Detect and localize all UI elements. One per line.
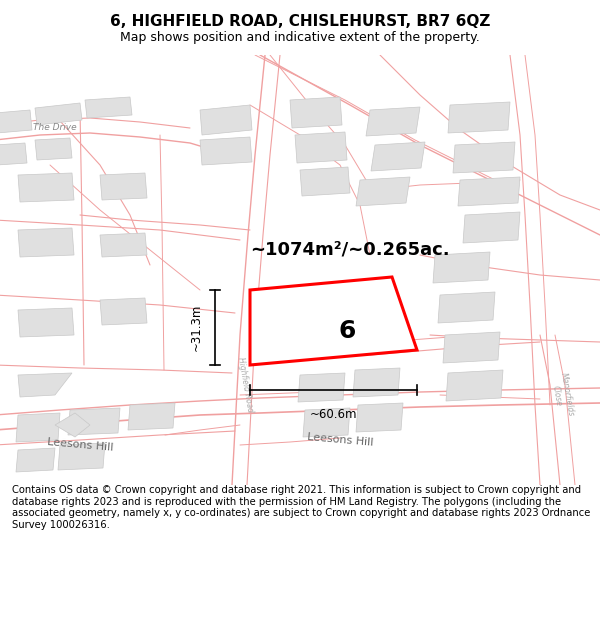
Polygon shape	[100, 233, 147, 257]
Text: Manorfields
Close: Manorfields Close	[548, 371, 575, 419]
Polygon shape	[300, 167, 350, 196]
Polygon shape	[85, 97, 132, 118]
Polygon shape	[366, 107, 420, 136]
Text: 6: 6	[338, 319, 356, 342]
Polygon shape	[448, 102, 510, 133]
Polygon shape	[0, 110, 32, 133]
Text: Highfield Road: Highfield Road	[236, 357, 254, 413]
Text: 6, HIGHFIELD ROAD, CHISLEHURST, BR7 6QZ: 6, HIGHFIELD ROAD, CHISLEHURST, BR7 6QZ	[110, 14, 490, 29]
Polygon shape	[443, 332, 500, 363]
Polygon shape	[298, 373, 345, 402]
Text: The Drive: The Drive	[33, 122, 77, 131]
Text: Leesons Hill: Leesons Hill	[307, 432, 373, 448]
Polygon shape	[371, 142, 425, 171]
Polygon shape	[303, 408, 350, 437]
Polygon shape	[16, 413, 60, 442]
Polygon shape	[18, 173, 74, 202]
Polygon shape	[18, 228, 74, 257]
Polygon shape	[356, 177, 410, 206]
Polygon shape	[446, 370, 503, 401]
Polygon shape	[433, 252, 490, 283]
Polygon shape	[453, 142, 515, 173]
Polygon shape	[250, 277, 417, 365]
Polygon shape	[100, 298, 147, 325]
Polygon shape	[458, 177, 520, 206]
Polygon shape	[463, 212, 520, 243]
Polygon shape	[16, 448, 55, 472]
Text: ~60.6m: ~60.6m	[310, 408, 357, 421]
Text: Leesons Hill: Leesons Hill	[47, 437, 113, 453]
Polygon shape	[18, 308, 74, 337]
Polygon shape	[128, 403, 175, 430]
Polygon shape	[295, 132, 347, 163]
Polygon shape	[55, 413, 90, 437]
Polygon shape	[58, 443, 105, 470]
Polygon shape	[290, 97, 342, 128]
Polygon shape	[353, 368, 400, 397]
Text: Contains OS data © Crown copyright and database right 2021. This information is : Contains OS data © Crown copyright and d…	[12, 485, 590, 530]
Polygon shape	[356, 403, 403, 432]
Polygon shape	[35, 138, 72, 160]
Polygon shape	[35, 103, 82, 125]
Polygon shape	[200, 105, 252, 135]
Polygon shape	[68, 408, 120, 435]
Text: ~1074m²/~0.265ac.: ~1074m²/~0.265ac.	[250, 241, 450, 259]
Polygon shape	[438, 292, 495, 323]
Polygon shape	[18, 373, 72, 397]
Polygon shape	[100, 173, 147, 200]
Text: ~31.3m: ~31.3m	[190, 304, 203, 351]
Polygon shape	[0, 143, 27, 165]
Polygon shape	[200, 137, 252, 165]
Text: Map shows position and indicative extent of the property.: Map shows position and indicative extent…	[120, 31, 480, 44]
